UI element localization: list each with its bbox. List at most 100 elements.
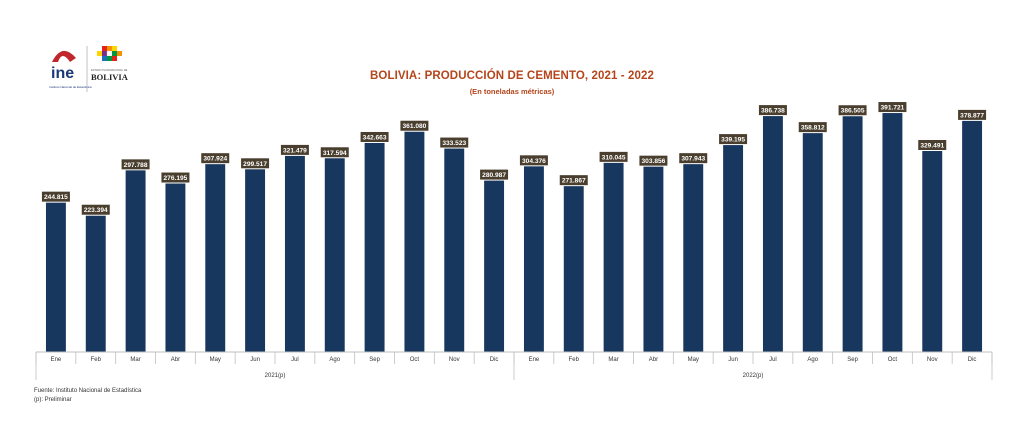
bar: [683, 164, 704, 352]
data-label-background: [241, 158, 270, 169]
x-tick-label: Sep: [369, 357, 380, 363]
data-label: 310.045: [602, 154, 626, 161]
data-labels-layer: 244.815 223.394 297.788 276.195 307.924 299.5…: [41, 102, 987, 215]
chart-title: BOLIVIA: PRODUCCIÓN DE CEMENTO, 2021 - 2…: [370, 70, 654, 82]
bolivia-logo-text: BOLIVIA: [91, 72, 129, 82]
data-label-background: [480, 169, 509, 180]
logos: ine Instituto Nacional de Estadística ES…: [49, 46, 129, 92]
bar: [484, 180, 505, 352]
data-label: 307.924: [203, 156, 227, 163]
data-label-background: [639, 155, 668, 166]
bar: [165, 183, 186, 352]
data-label: 321.479: [283, 147, 307, 154]
bar: [205, 164, 226, 352]
data-label: 378.877: [960, 112, 984, 119]
x-tick-label: Feb: [569, 357, 580, 363]
ine-logo-caption: Instituto Nacional de Estadística: [49, 85, 92, 89]
bar: [882, 113, 903, 352]
data-label: 391.721: [880, 105, 904, 112]
x-tick-label: Ene: [529, 357, 540, 363]
data-label: 342.663: [363, 134, 387, 141]
bar: [842, 116, 863, 352]
data-label-background: [719, 134, 748, 145]
data-label: 276.195: [163, 175, 187, 182]
data-label: 223.394: [84, 207, 108, 214]
x-tick-label: Dic: [490, 357, 499, 363]
bar: [563, 186, 584, 352]
data-label: 299.517: [243, 161, 267, 168]
bar: [603, 162, 624, 352]
bolivia-caption: ESTADO PLURINACIONAL DE: [91, 68, 128, 72]
x-tick-label: Nov: [927, 357, 938, 363]
data-label-background: [519, 155, 548, 166]
data-label: 271.867: [562, 178, 586, 185]
data-label: 386.738: [761, 108, 785, 115]
x-tick-label: Sep: [847, 357, 858, 363]
data-label-background: [918, 140, 947, 151]
bar: [802, 133, 823, 352]
bar: [364, 142, 385, 352]
x-tick-label: Oct: [888, 357, 898, 363]
bolivia-logo: ESTADO PLURINACIONAL DE BOLIVIA: [91, 46, 129, 82]
x-tick-label: May: [688, 357, 699, 363]
data-label: 386.505: [841, 108, 865, 115]
data-label-background: [758, 105, 787, 116]
data-label-background: [320, 147, 349, 158]
group-label: 2022(p): [743, 373, 764, 379]
ine-logo-arc-icon: [52, 50, 76, 62]
x-tick-label: Ene: [51, 357, 62, 363]
bar: [962, 120, 983, 352]
bar: [444, 148, 465, 352]
data-label-background: [81, 204, 110, 215]
data-label-background: [878, 102, 907, 113]
bar: [45, 202, 66, 352]
data-label: 339.195: [721, 137, 745, 144]
data-label-background: [201, 153, 230, 164]
bar: [723, 145, 744, 352]
bar: [922, 151, 943, 352]
bolivia-wiphala-icon: [97, 46, 122, 61]
bar: [125, 170, 146, 352]
x-tick-label: Oct: [410, 357, 420, 363]
data-label-background: [679, 153, 708, 164]
bar: [404, 131, 425, 352]
data-label: 244.815: [44, 194, 68, 201]
bar: [523, 166, 544, 352]
x-tick-label: Mar: [130, 357, 140, 363]
data-label-background: [838, 105, 867, 116]
x-tick-label: Feb: [91, 357, 102, 363]
x-tick-label: Mar: [608, 357, 618, 363]
data-label: 361.080: [402, 123, 426, 130]
x-tick-label: Ago: [329, 357, 340, 363]
data-label: 317.594: [323, 150, 347, 157]
preliminary-note: (p): Preliminar: [34, 397, 72, 403]
x-tick-label: Dic: [968, 357, 977, 363]
data-label-background: [121, 159, 150, 170]
data-label-background: [400, 120, 429, 131]
ine-logo: ine Instituto Nacional de Estadística: [49, 50, 92, 89]
bar: [245, 169, 266, 352]
x-tick-label: May: [210, 357, 221, 363]
data-label-background: [798, 122, 827, 133]
x-axis: Ene Feb Mar Abr May Jun Jul Ago Sep Oct Nov Dic Ene F…: [35, 351, 993, 380]
data-label: 303.856: [641, 158, 665, 165]
x-tick-label: Abr: [649, 357, 658, 363]
ine-logo-text: ine: [51, 65, 74, 82]
x-tick-label: Jul: [769, 357, 777, 363]
x-tick-label: Abr: [171, 357, 180, 363]
data-label-background: [360, 131, 389, 142]
data-label: 358.812: [801, 125, 825, 132]
data-label: 304.376: [522, 158, 546, 165]
bar: [324, 158, 345, 352]
data-label-background: [41, 191, 70, 202]
data-label: 297.788: [124, 162, 148, 169]
group-label: 2021(p): [265, 373, 286, 379]
bar: [643, 166, 664, 352]
bar: [762, 116, 783, 352]
data-label-background: [958, 109, 987, 120]
bar: [85, 215, 106, 352]
data-label-background: [599, 151, 628, 162]
bars-layer: [45, 113, 983, 352]
bar: [284, 155, 305, 352]
